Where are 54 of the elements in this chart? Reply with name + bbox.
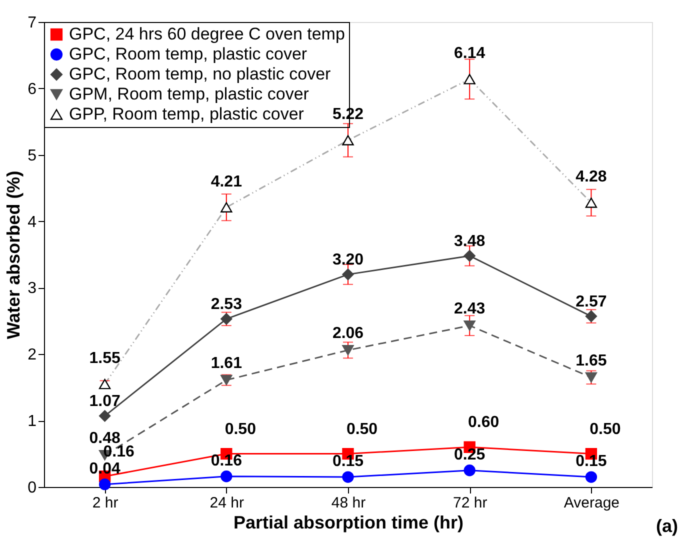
data-label: 1.65: [576, 352, 607, 370]
data-label: 0.50: [346, 420, 378, 438]
y-tick-label: 4: [28, 214, 37, 231]
y-tick-label: 6: [28, 80, 37, 98]
y-tick-label: 2: [28, 346, 37, 364]
point: [464, 464, 476, 476]
x-tick-label: 24 hr: [210, 494, 244, 512]
x-tick-label: Average: [564, 494, 620, 512]
point: [342, 268, 354, 280]
y-axis-title: Water absorbed (%): [4, 170, 24, 340]
data-label: 0.16: [210, 452, 242, 470]
data-label: 2.06: [332, 325, 364, 342]
x-tick-label: 2 hr: [92, 494, 118, 512]
data-label: 1.55: [89, 350, 120, 368]
data-label: 0.15: [576, 453, 607, 470]
y-tick-label: 5: [28, 147, 37, 164]
data-label: 1.07: [89, 392, 120, 410]
legend-label: GPC, Room temp, no plastic cover: [69, 64, 332, 84]
data-label: 0.16: [103, 443, 134, 460]
data-label: 3.20: [332, 251, 364, 268]
point: [220, 470, 232, 482]
legend-label: GPC, Room temp, plastic cover: [69, 44, 308, 64]
point: [464, 250, 476, 262]
y-tick-label: 1: [28, 413, 37, 430]
x-axis-title: Partial absorption time (hr): [233, 512, 464, 532]
point: [98, 478, 111, 490]
x-tick-label: 48 hr: [331, 494, 366, 512]
x-tick-label: 72 hr: [453, 494, 488, 512]
data-label: 4.28: [576, 168, 607, 186]
point: [98, 410, 111, 422]
point: [464, 320, 476, 331]
data-label: 2.57: [576, 293, 607, 310]
data-label: 2.53: [210, 296, 242, 313]
legend-label: GPC, 24 hrs 60 degree C oven temp: [69, 24, 345, 44]
data-label: 0.25: [454, 446, 486, 464]
y-tick-label: 7: [28, 14, 37, 32]
text: (a): [656, 516, 678, 536]
point: [342, 471, 354, 483]
data-label: 0.50: [224, 420, 256, 438]
data-label: 1.61: [210, 355, 242, 372]
data-label: 0.15: [332, 453, 364, 470]
y-tick-label: 0: [28, 480, 37, 496]
data-label: 3.48: [454, 232, 486, 250]
data-label: 4.21: [210, 173, 242, 190]
data-label: 0.60: [468, 414, 500, 432]
legend-label: GPP, Room temp, plastic cover: [69, 104, 304, 124]
data-label: 2.43: [454, 300, 486, 318]
legend-label: GPM, Room temp, plastic cover: [69, 84, 310, 104]
data-label: 0.04: [89, 460, 120, 478]
y-tick-label: 3: [28, 280, 37, 298]
data-label: 6.14: [454, 45, 486, 62]
point: [342, 345, 354, 356]
point: [585, 471, 598, 483]
data-label: 0.50: [590, 420, 621, 438]
